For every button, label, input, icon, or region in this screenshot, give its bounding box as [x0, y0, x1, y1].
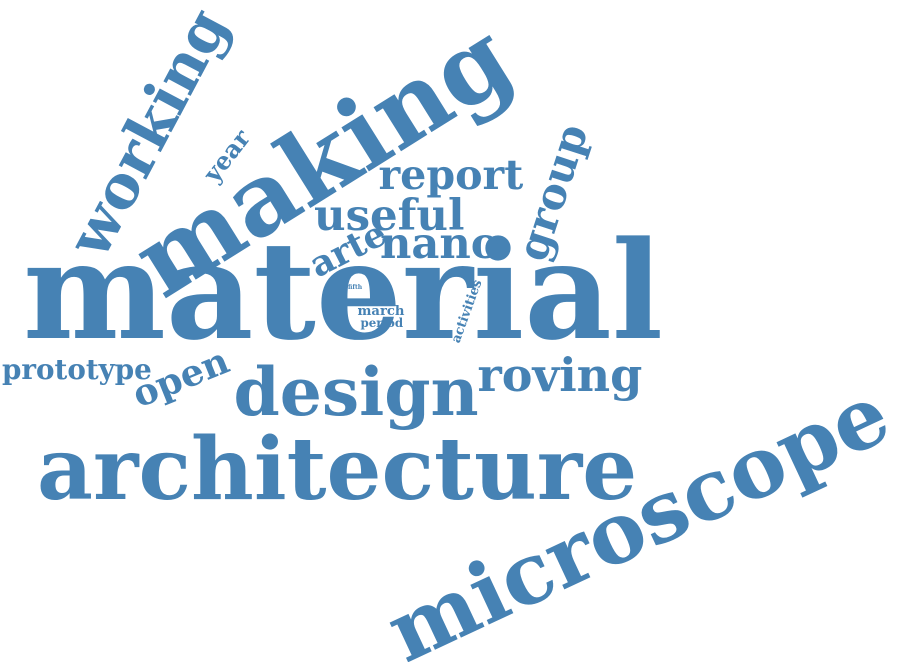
word-prototype: prototype	[2, 353, 152, 386]
word-roving: roving	[477, 348, 643, 402]
word-nano: nano	[380, 217, 500, 269]
word-architecture: architecture	[37, 419, 638, 520]
word-design: design	[233, 353, 479, 431]
word-period: period	[360, 316, 404, 330]
word-march: march	[357, 303, 405, 319]
word-fifth: fifth	[348, 284, 363, 291]
word-report: report	[378, 149, 524, 199]
word-material: material	[23, 210, 664, 370]
word-useful: useful	[314, 189, 465, 241]
